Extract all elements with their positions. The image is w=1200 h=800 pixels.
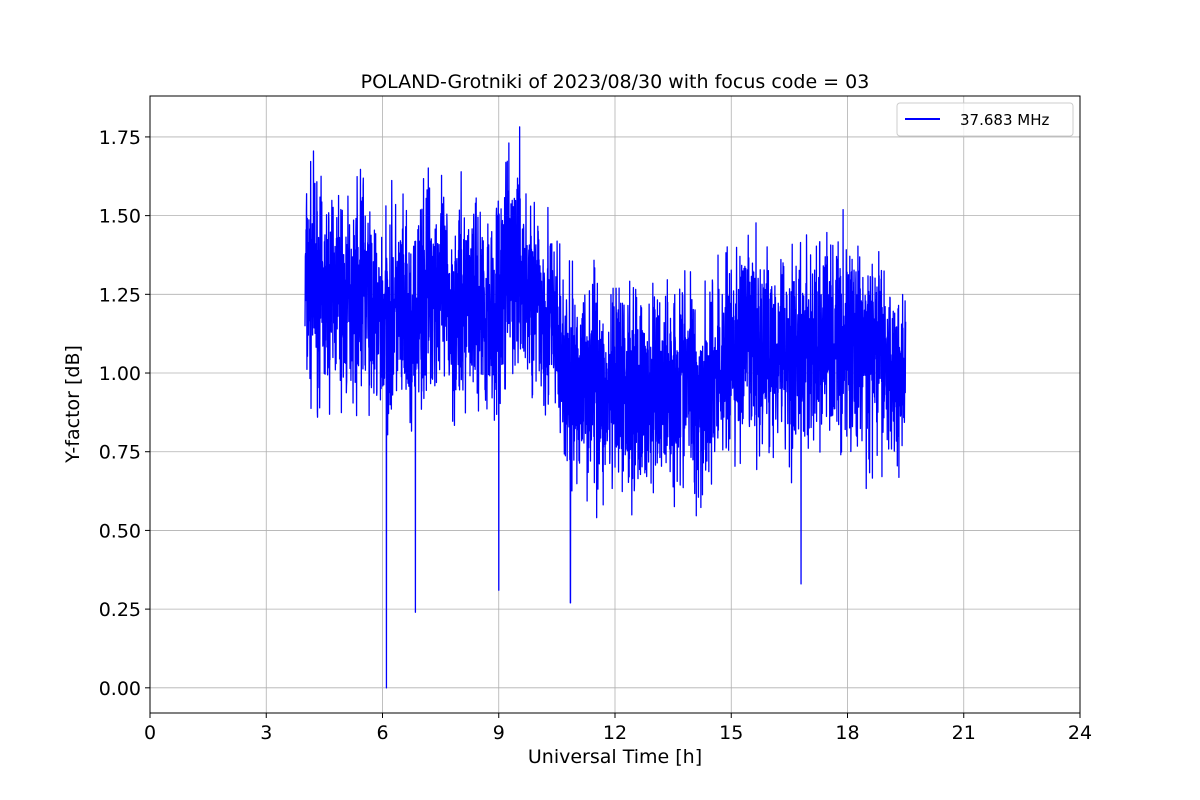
y-tick-label: 0.00 — [99, 678, 141, 700]
x-tick-label: 3 — [260, 722, 272, 744]
y-axis: 0.00 0.25 0.50 0.75 1.00 1.25 1.50 1.75 — [99, 127, 150, 700]
y-tick-label: 1.25 — [99, 284, 141, 306]
y-tick-label: 1.75 — [99, 127, 141, 149]
series-layer — [304, 126, 907, 689]
x-tick-label: 6 — [376, 722, 388, 744]
x-tick-label: 12 — [603, 722, 627, 744]
y-tick-label: 0.25 — [99, 599, 141, 621]
y-axis-label: Y-factor [dB] — [62, 345, 84, 464]
y-tick-label: 1.00 — [99, 363, 141, 385]
y-tick-label: 0.75 — [99, 442, 141, 464]
x-axis: 0 3 6 9 12 15 18 21 24 — [144, 713, 1092, 744]
chart-title: POLAND-Grotniki of 2023/08/30 with focus… — [361, 71, 870, 93]
x-tick-label: 21 — [952, 722, 976, 744]
legend: 37.683 MHz — [896, 102, 1074, 137]
x-tick-label: 15 — [719, 722, 743, 744]
y-tick-label: 1.50 — [99, 206, 141, 228]
x-tick-label: 0 — [144, 722, 156, 744]
y-tick-label: 0.50 — [99, 520, 141, 542]
legend-label: 37.683 MHz — [960, 111, 1049, 129]
x-axis-label: Universal Time [h] — [528, 746, 702, 768]
x-tick-label: 24 — [1068, 722, 1092, 744]
legend-box — [896, 102, 1074, 137]
x-tick-label: 18 — [835, 722, 859, 744]
series-line — [304, 126, 907, 689]
x-tick-label: 9 — [493, 722, 505, 744]
